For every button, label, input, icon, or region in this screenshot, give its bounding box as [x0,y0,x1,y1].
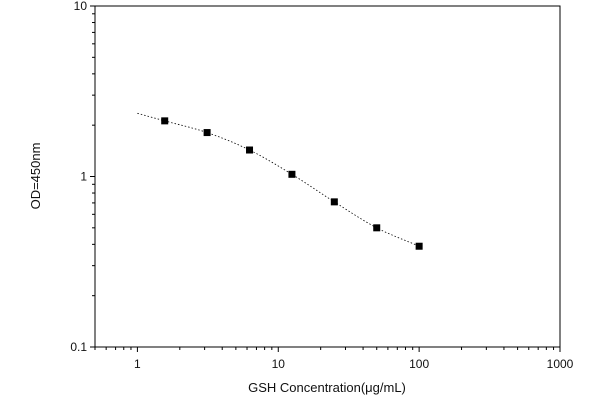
y-tick-label: 10 [74,0,88,13]
data-point [415,242,423,250]
data-point [330,198,338,206]
x-axis-ticks: 1 10 100 1000 [94,347,574,371]
x-tick-label: 100 [409,357,429,371]
x-axis-label: GSH Concentration(μg/mL) [248,380,406,395]
data-point [161,117,169,125]
data-point [203,129,211,137]
data-point [288,170,296,178]
x-tick-label: 1000 [547,357,574,371]
y-axis-ticks: 0.1 1 10 [70,0,95,354]
y-tick-label: 1 [80,170,87,184]
fit-curve-layer [137,112,420,247]
y-tick-label: 0.1 [70,340,87,354]
fit-curve [137,112,420,247]
data-points-layer [161,117,423,250]
data-point [373,224,381,232]
x-tick-label: 1 [134,357,141,371]
x-tick-label: 10 [272,357,286,371]
plot-frame [94,5,561,348]
data-point [246,146,254,154]
y-axis-label: OD=450nm [28,143,43,210]
